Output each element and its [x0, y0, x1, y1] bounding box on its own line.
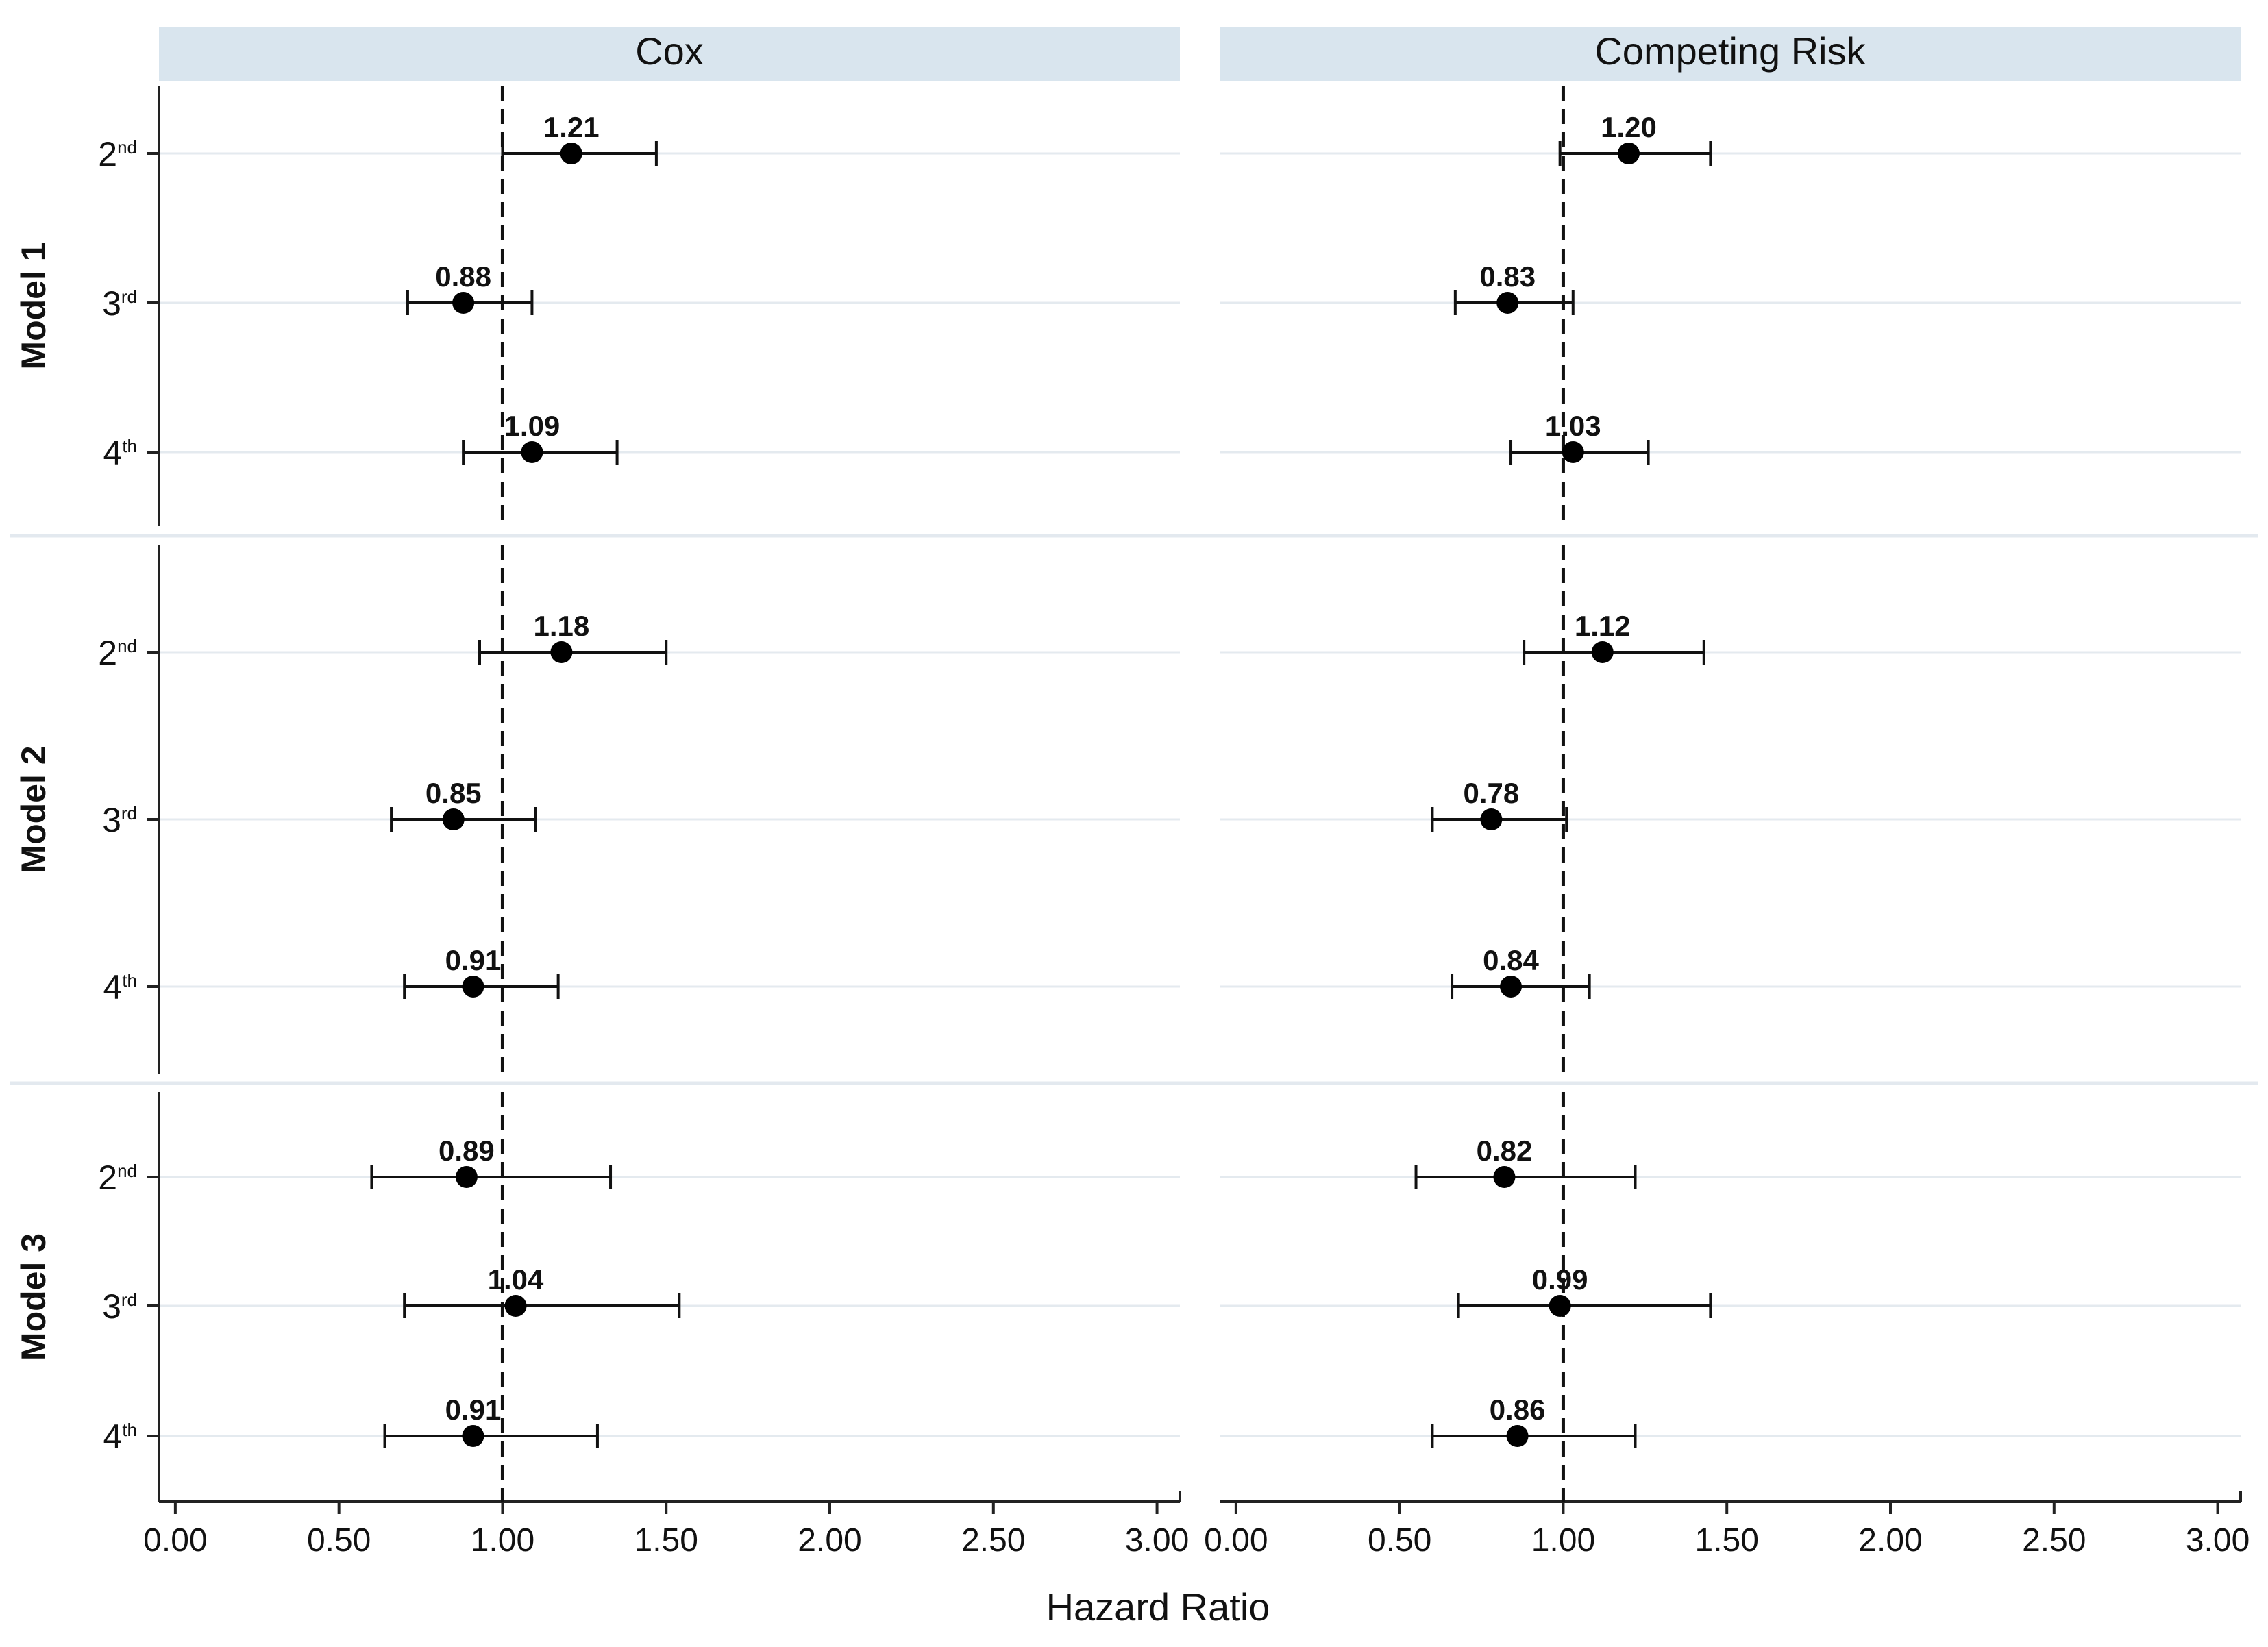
hr-label: 1.03: [1545, 410, 1601, 442]
row-label: 2nd: [98, 634, 137, 672]
hr-point: [1591, 641, 1614, 663]
hr-label: 1.18: [534, 610, 590, 642]
row-label-rank: 2: [98, 1159, 117, 1197]
row-label: 3rd: [102, 284, 137, 323]
hr-point: [455, 1166, 478, 1188]
row-label: 4th: [103, 434, 138, 472]
row-label: 4th: [103, 968, 138, 1006]
hr-label: 1.12: [1575, 610, 1631, 642]
row-label-suffix: rd: [121, 286, 137, 307]
hr-point: [521, 441, 543, 463]
x-tick-label: 1.00: [1531, 1522, 1595, 1559]
hr-point: [504, 1295, 527, 1317]
x-tick-label: 1.50: [634, 1522, 698, 1559]
row-label-rank: 4: [103, 1417, 123, 1456]
hr-point: [1549, 1295, 1571, 1317]
row-label: 3rd: [102, 1287, 137, 1326]
model-label: Model 2: [14, 745, 53, 873]
model-label: Model 1: [14, 242, 53, 369]
marks-layer: [370, 86, 1712, 1502]
x-tick-label: 2.00: [1858, 1522, 1922, 1559]
hr-point: [1562, 441, 1584, 463]
hr-label: 0.84: [1483, 944, 1539, 976]
hr-label: 0.85: [426, 777, 482, 809]
x-tick-label: 2.50: [961, 1522, 1025, 1559]
hr-point: [560, 143, 582, 164]
row-label-rank: 4: [103, 434, 123, 472]
row-label: 2nd: [98, 135, 137, 173]
row-label-rank: 3: [102, 1287, 121, 1326]
hr-label: 1.04: [488, 1263, 544, 1296]
panel-header-cox: Cox: [635, 29, 704, 73]
x-axis-title: Hazard Ratio: [1046, 1585, 1270, 1629]
panel-header-strip: [1220, 27, 2241, 81]
row-label-suffix: nd: [117, 636, 137, 656]
row-label-suffix: nd: [117, 1161, 137, 1181]
x-tick-label: 2.00: [798, 1522, 861, 1559]
hr-point: [442, 808, 465, 830]
hr-point: [1617, 143, 1640, 164]
x-tick-label: 0.00: [1204, 1522, 1268, 1559]
row-label-rank: 3: [102, 801, 121, 839]
hr-label: 0.91: [445, 1394, 502, 1426]
panel-header-competing-risk: Competing Risk: [1594, 29, 1866, 73]
hr-label: 0.86: [1490, 1394, 1546, 1426]
hr-label: 1.21: [543, 111, 600, 143]
hr-point: [462, 1425, 484, 1447]
x-tick-label: 0.50: [1368, 1522, 1431, 1559]
panel-header-strip: [159, 27, 1180, 81]
x-tick-label: 2.50: [2022, 1522, 2086, 1559]
x-tick-label: 1.50: [1695, 1522, 1759, 1559]
row-label-suffix: rd: [121, 803, 137, 823]
x-tick-label: 1.00: [471, 1522, 534, 1559]
hr-label: 0.82: [1477, 1135, 1533, 1167]
hr-label: 1.09: [504, 410, 560, 442]
x-tick-label: 0.50: [307, 1522, 371, 1559]
grid-layer: [10, 27, 2258, 1437]
hr-point: [1480, 808, 1503, 830]
x-tick-label: 0.00: [143, 1522, 207, 1559]
hr-label: 0.99: [1532, 1263, 1588, 1296]
x-tick-label: 3.00: [1125, 1522, 1189, 1559]
hr-point: [452, 292, 475, 314]
hr-label: 0.91: [445, 944, 502, 976]
row-label-rank: 2: [98, 634, 117, 672]
row-label-rank: 4: [103, 968, 123, 1006]
axes-layer: [147, 86, 2242, 1514]
hr-label: 1.20: [1601, 111, 1657, 143]
hr-point: [1506, 1425, 1529, 1447]
row-label-suffix: rd: [121, 1289, 137, 1310]
hr-label: 0.88: [435, 260, 491, 293]
model-label: Model 3: [14, 1233, 53, 1361]
hr-label: 0.78: [1464, 777, 1520, 809]
row-label-suffix: th: [122, 436, 137, 456]
hr-point: [1493, 1166, 1516, 1188]
row-label-suffix: nd: [117, 137, 137, 158]
hr-point: [462, 976, 484, 998]
x-tick-label: 3.00: [2186, 1522, 2249, 1559]
hr-point: [1496, 292, 1519, 314]
row-label-suffix: th: [122, 970, 137, 991]
row-label: 4th: [103, 1417, 138, 1456]
hr-point: [550, 641, 573, 663]
row-label-rank: 3: [102, 284, 121, 323]
hr-label: 0.83: [1479, 260, 1536, 293]
row-label: 2nd: [98, 1159, 137, 1197]
hr-point: [1500, 976, 1523, 998]
row-label-suffix: th: [122, 1420, 137, 1440]
row-label: 3rd: [102, 801, 137, 839]
row-label-rank: 2: [98, 135, 117, 173]
hr-label: 0.89: [439, 1135, 495, 1167]
